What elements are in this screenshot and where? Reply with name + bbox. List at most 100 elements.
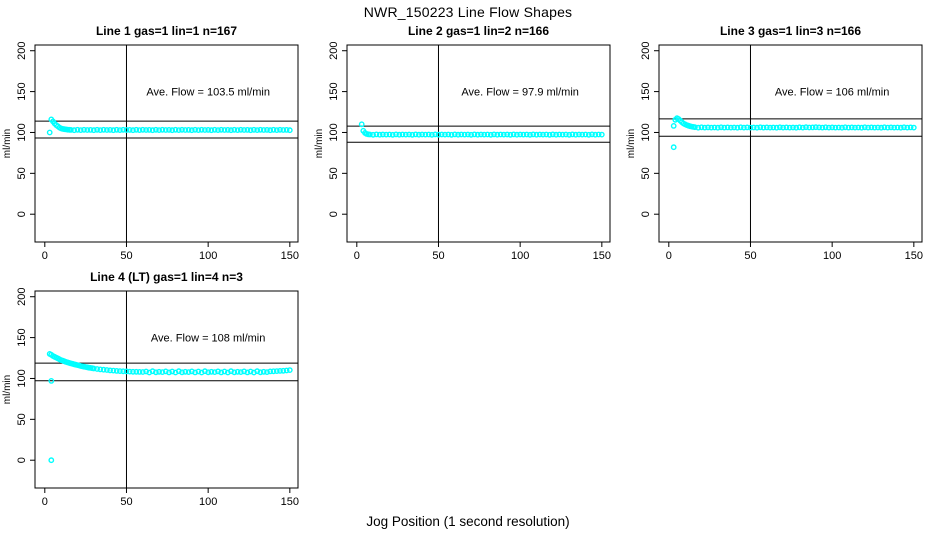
data-point (527, 131, 533, 138)
data-point (123, 368, 130, 375)
data-point (221, 368, 228, 375)
y-tick-label: 150 (16, 328, 28, 346)
data-point (358, 121, 365, 128)
data-point (589, 131, 595, 138)
y-axis-title: ml/min (2, 129, 13, 158)
y-axis-title: ml/min (626, 129, 637, 158)
data-point (901, 124, 907, 131)
data-point (244, 127, 251, 133)
data-point (215, 368, 221, 375)
data-point (273, 368, 280, 375)
data-point (224, 127, 231, 133)
points-layer (670, 115, 917, 151)
empty-cell-2 (624, 266, 936, 509)
data-point (553, 131, 560, 138)
data-point (169, 127, 176, 134)
data-point (175, 368, 182, 375)
data-point (812, 124, 819, 131)
data-point (799, 124, 806, 131)
data-point (484, 131, 491, 138)
data-point (796, 124, 803, 131)
data-point (705, 124, 711, 131)
data-point (270, 368, 277, 375)
data-point (822, 124, 829, 131)
data-point (500, 131, 507, 138)
data-point (396, 131, 403, 138)
y-tick-label: 50 (16, 167, 28, 179)
y-tick-label: 0 (640, 211, 652, 217)
x-tick-label: 0 (666, 250, 672, 262)
panel-title: Line 3 gas=1 lin=3 n=166 (720, 24, 861, 38)
y-tick-label: 50 (640, 167, 652, 179)
data-point (910, 124, 917, 131)
data-point (757, 124, 764, 131)
y-tick-label: 50 (16, 413, 28, 425)
data-point (77, 127, 84, 134)
data-point (670, 123, 677, 129)
data-point (130, 368, 136, 375)
data-point (228, 368, 234, 375)
data-point (429, 131, 435, 138)
data-point (783, 124, 790, 131)
data-point (871, 124, 878, 131)
data-point (741, 124, 747, 131)
data-point (790, 124, 796, 131)
data-point (510, 131, 517, 138)
data-point (46, 129, 53, 136)
data-point (724, 124, 731, 131)
data-point (162, 127, 169, 133)
data-point (264, 127, 270, 133)
data-point (520, 131, 527, 138)
x-axis: 0 50 100 150 (42, 242, 299, 262)
data-point (579, 131, 586, 138)
data-point (254, 127, 261, 134)
data-point (156, 368, 163, 375)
data-point (267, 368, 274, 375)
data-point (241, 127, 248, 133)
data-point (195, 368, 202, 375)
x-tick-label: 0 (42, 250, 48, 262)
data-point (120, 368, 127, 375)
data-point (714, 124, 721, 131)
data-point (455, 131, 462, 138)
data-point (97, 127, 104, 134)
y-tick-label: 150 (328, 82, 340, 100)
data-point (166, 369, 172, 376)
data-point (747, 124, 754, 131)
data-point (139, 126, 146, 133)
data-point (237, 369, 244, 376)
data-point (159, 369, 166, 376)
panel-title: Line 1 gas=1 lin=1 n=167 (96, 24, 237, 38)
y-tick-label: 0 (16, 457, 28, 463)
x-tick-label: 0 (354, 250, 360, 262)
data-point (283, 367, 290, 374)
data-point (188, 127, 195, 134)
data-point (264, 369, 270, 376)
y-tick-label: 100 (16, 369, 28, 387)
data-point (540, 131, 546, 138)
data-point (48, 378, 55, 384)
data-point (84, 127, 91, 133)
y-tick-label: 150 (640, 82, 652, 100)
data-point (373, 131, 380, 138)
data-point (162, 368, 169, 375)
data-point (517, 131, 524, 138)
data-point (175, 127, 182, 134)
data-point (97, 366, 104, 373)
data-point (192, 369, 199, 376)
data-point (868, 124, 875, 131)
data-point (130, 127, 136, 134)
data-point (803, 124, 809, 131)
chart-line-3: 0 50 100 150 0 50 100 150 200 ml/min Line 3 gas=1 … (626, 24, 923, 262)
data-point (451, 131, 458, 138)
data-point (422, 131, 429, 138)
data-point (491, 131, 497, 138)
data-point (773, 124, 780, 131)
data-point (90, 365, 97, 372)
data-point (133, 126, 140, 133)
panel-line-3: 0 50 100 150 0 50 100 150 200 ml/min Line 3 gas=1 … (624, 20, 936, 263)
data-point (566, 131, 573, 138)
data-point (897, 124, 904, 131)
data-point (68, 127, 74, 133)
data-point (136, 127, 143, 134)
